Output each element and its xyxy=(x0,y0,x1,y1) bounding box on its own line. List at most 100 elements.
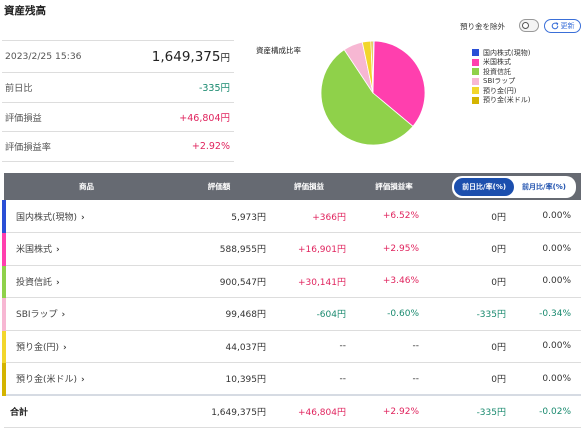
asset-name: 預り金(米ドル) xyxy=(16,375,78,385)
pl-rate-cell: +6.52% xyxy=(349,200,439,233)
diff-cell: 0円 xyxy=(439,362,509,396)
refresh-icon xyxy=(551,22,558,30)
exclude-deposit-toggle[interactable] xyxy=(519,19,539,32)
asset-name-link[interactable]: 預り金(米ドル) › xyxy=(2,362,169,396)
allocation-pie-chart xyxy=(320,40,426,146)
exclude-deposit-label: 預り金を除外 xyxy=(460,22,505,31)
diff-rate-cell: 0.00% xyxy=(509,232,581,266)
diff-rate-cell: -0.34% xyxy=(509,297,581,331)
total-row: 合計 1,649,375円 +46,804円 +2.92% -335円 -0.0… xyxy=(4,395,581,428)
asset-name: 投資信託 xyxy=(16,277,53,288)
pl-cell: +16,901円 xyxy=(269,232,349,266)
legend-swatch xyxy=(472,58,479,66)
legend-label: 預り金(円) xyxy=(483,86,517,95)
chart-title: 資産構成比率 xyxy=(256,46,301,55)
summary-value: -335円 xyxy=(198,83,230,95)
diff-cell: -335円 xyxy=(439,297,509,331)
update-button[interactable]: 更新 xyxy=(544,19,581,33)
diff-rate-cell: 0.00% xyxy=(509,200,581,233)
asset-name: 預り金(円) xyxy=(16,342,60,353)
valuation-cell: 5,973円 xyxy=(169,200,269,233)
pie-slice xyxy=(370,40,374,94)
legend-item: 預り金(米ドル) xyxy=(472,96,530,106)
table-row: 預り金(米ドル) › 10,395円 -- -- 0円 0.00% xyxy=(2,362,581,396)
summary-total-value: 1,649,375 xyxy=(151,48,221,65)
pie-slice xyxy=(372,40,426,127)
valuation-cell: 44,037円 xyxy=(169,330,269,363)
legend-label: 国内株式(現物) xyxy=(483,48,531,57)
valuation-cell: 588,955円 xyxy=(169,232,269,266)
compare-tab-group: 前日比/率(%) 前月比/率(%) xyxy=(452,175,576,198)
legend-item: 米国株式 xyxy=(472,58,530,68)
asset-name: 米国株式 xyxy=(16,245,53,256)
table-header-row: 商品 評価額 評価損益 評価損益率 前日比/率(%) 前月比/率(%) xyxy=(4,173,581,200)
summary-datetime: 2023/2/25 15:36 xyxy=(5,51,82,62)
legend-label: 米国株式 xyxy=(483,58,511,67)
chevron-right-icon: › xyxy=(61,310,66,321)
summary-total-unit: 円 xyxy=(220,52,230,64)
table-row: 投資信託 › 900,547円 +30,141円 +3.46% 0円 0.00% xyxy=(2,265,581,298)
diff-rate-cell: 0.00% xyxy=(509,265,581,298)
asset-name-link[interactable]: 国内株式(現物) › xyxy=(2,200,169,233)
summary-label: 評価損益率 xyxy=(5,142,51,154)
asset-name-link[interactable]: 投資信託 › xyxy=(2,265,169,298)
legend-item: 国内株式(現物) xyxy=(472,48,530,58)
holdings-table: 商品 評価額 評価損益 評価損益率 前日比/率(%) 前月比/率(%) 国内株式… xyxy=(2,173,581,428)
header-pl-rate: 評価損益率 xyxy=(375,182,413,191)
legend-label: 投資信託 xyxy=(483,67,511,76)
pl-rate-cell: -- xyxy=(349,362,439,396)
tab-prev-day[interactable]: 前日比/率(%) xyxy=(454,177,515,196)
pl-rate-cell: +2.95% xyxy=(349,232,439,266)
asset-name-link[interactable]: 預り金(円) › xyxy=(2,330,169,363)
valuation-cell: 99,468円 xyxy=(169,297,269,331)
pl-cell: -604円 xyxy=(269,297,349,331)
pl-cell: +366円 xyxy=(269,200,349,233)
diff-rate-cell: 0.00% xyxy=(509,362,581,396)
legend-swatch xyxy=(472,87,479,95)
pl-cell: -- xyxy=(269,330,349,363)
valuation-cell: 900,547円 xyxy=(169,265,269,298)
diff-cell: 0円 xyxy=(439,200,509,233)
summary-label: 前日比 xyxy=(5,83,33,95)
summary-total-row: 2023/2/25 15:36 1,649,375円 xyxy=(2,41,234,73)
legend-label: SBIラップ xyxy=(483,77,516,86)
total-pl-rate: +2.92% xyxy=(349,395,439,428)
chevron-right-icon: › xyxy=(56,277,60,288)
summary-total: 1,649,375円 xyxy=(152,49,230,65)
diff-cell: 0円 xyxy=(439,232,509,266)
legend-swatch xyxy=(472,77,479,85)
legend-swatch xyxy=(472,68,479,76)
header-compare-tabs: 前日比/率(%) 前月比/率(%) xyxy=(439,173,581,200)
header-pl: 評価損益 xyxy=(294,182,324,191)
legend-item: SBIラップ xyxy=(472,77,530,87)
pie-slice xyxy=(320,49,414,146)
total-pl: +46,804円 xyxy=(269,395,349,428)
summary-panel: 2023/2/25 15:36 1,649,375円 前日比 -335円 評価損… xyxy=(2,40,234,162)
pl-cell: -- xyxy=(269,362,349,396)
table-row: 国内株式(現物) › 5,973円 +366円 +6.52% 0円 0.00% xyxy=(2,200,581,233)
asset-name-link[interactable]: SBIラップ › xyxy=(2,297,169,331)
asset-name-link[interactable]: 米国株式 › xyxy=(2,232,169,266)
pl-rate-cell: -0.60% xyxy=(349,297,439,331)
chevron-right-icon: › xyxy=(81,212,85,223)
update-label: 更新 xyxy=(560,22,575,30)
header-name: 商品 xyxy=(79,182,94,191)
summary-value: +46,804円 xyxy=(179,112,230,124)
summary-row-pl-rate: 評価損益率 +2.92% xyxy=(2,132,234,162)
chevron-right-icon: › xyxy=(81,375,85,385)
tab-prev-month[interactable]: 前月比/率(%) xyxy=(522,182,566,191)
table-row: 米国株式 › 588,955円 +16,901円 +2.95% 0円 0.00% xyxy=(2,232,581,266)
legend-label: 預り金(米ドル) xyxy=(483,96,531,105)
toggle-knob xyxy=(522,22,529,29)
page-title: 資産残高 xyxy=(4,5,46,17)
pl-cell: +30,141円 xyxy=(269,265,349,298)
chevron-right-icon: › xyxy=(56,245,60,256)
legend-swatch xyxy=(472,96,479,104)
asset-name: 国内株式(現物) xyxy=(16,212,78,223)
table-row: SBIラップ › 99,468円 -604円 -0.60% -335円 -0.34% xyxy=(2,297,581,331)
chevron-right-icon: › xyxy=(63,342,67,353)
pl-rate-cell: -- xyxy=(349,330,439,363)
total-valuation: 1,649,375円 xyxy=(169,395,269,428)
summary-row-prev-day: 前日比 -335円 xyxy=(2,73,234,103)
total-label: 合計 xyxy=(4,395,169,428)
